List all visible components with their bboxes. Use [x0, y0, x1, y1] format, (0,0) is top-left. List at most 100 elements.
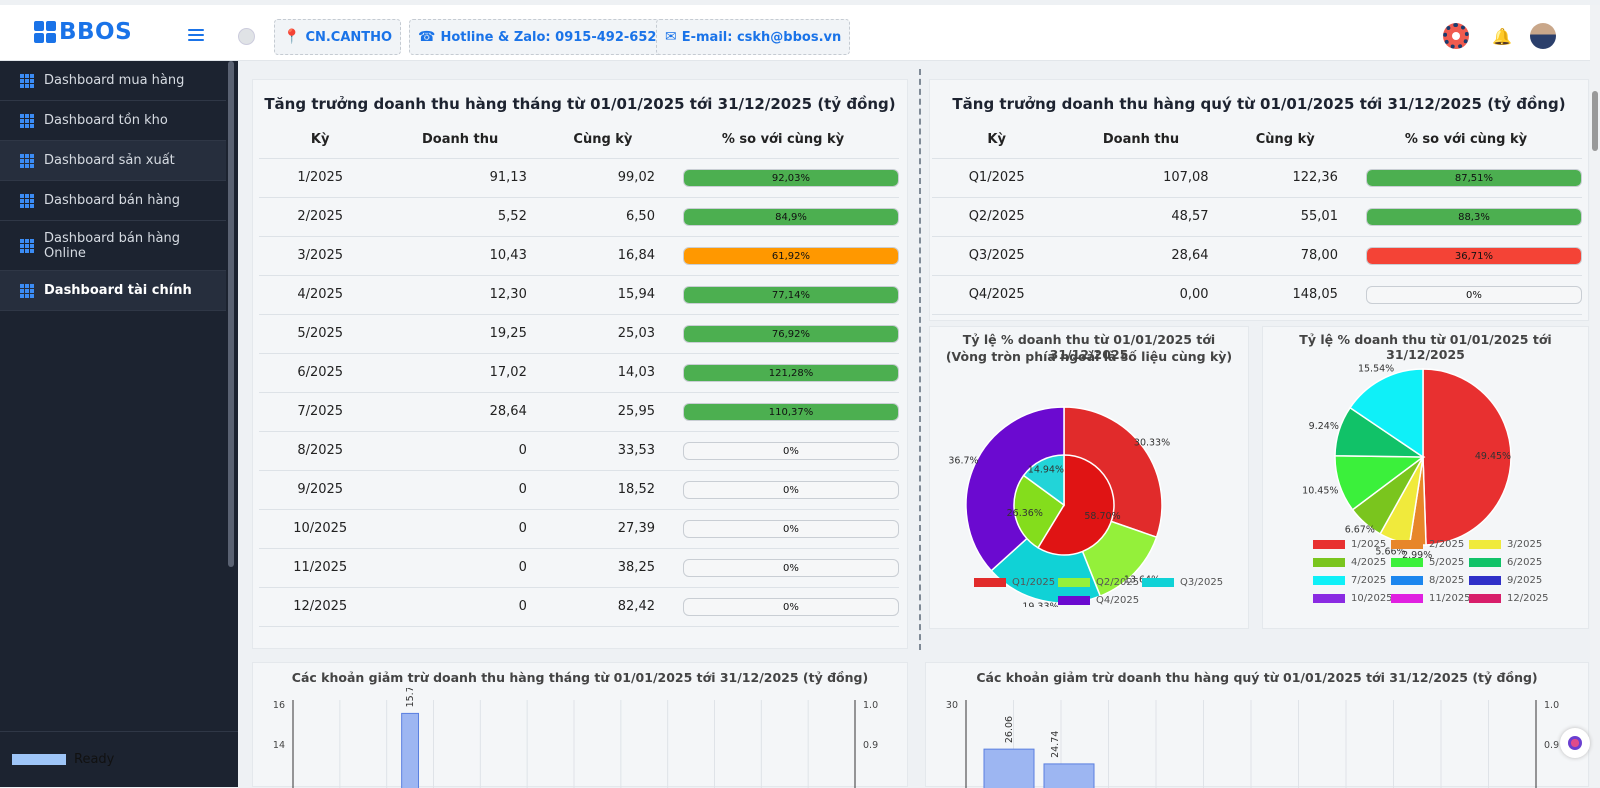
- progress-fill: [683, 286, 898, 303]
- logo-grid-icon: [34, 21, 56, 43]
- hotline-pill[interactable]: ☎ Hotline & Zalo: 0915-492-652: [409, 19, 666, 55]
- cell-period: 5/2025: [259, 314, 382, 354]
- legend-label: 2/2025: [1429, 539, 1465, 550]
- cell-percent: 76,92%: [666, 314, 899, 354]
- bar[interactable]: [401, 712, 420, 788]
- quarterly-table: Kỳ Doanh thu Cùng kỳ % so với cùng kỳ Q1…: [932, 122, 1582, 315]
- table-row: Q2/2025 48,57 55,01 88,3%: [932, 197, 1582, 237]
- col-revenue: Doanh thu: [1061, 122, 1221, 159]
- branch-label: CN.CANTHO: [305, 29, 393, 45]
- bbos-logo[interactable]: BBOS: [34, 19, 132, 45]
- legend-item[interactable]: Q2/2025: [1058, 577, 1139, 588]
- legend-item[interactable]: 12/2025: [1469, 593, 1549, 604]
- cell-revenue: 0: [381, 509, 539, 549]
- cell-prior: 27,39: [538, 509, 667, 549]
- cell-prior: 99,02: [538, 158, 667, 198]
- legend-item[interactable]: 3/2025: [1469, 539, 1542, 550]
- status-indicator: [12, 754, 66, 765]
- cell-prior: 14,03: [538, 353, 667, 393]
- donut-inner-slice[interactable]: [1013, 474, 1065, 549]
- legend-label: 10/2025: [1351, 593, 1393, 604]
- hamburger-menu-icon[interactable]: [188, 29, 204, 44]
- progress-label: 0%: [783, 562, 799, 574]
- bar-value-label: 15.79: [405, 688, 416, 707]
- legend-item[interactable]: 6/2025: [1469, 557, 1542, 568]
- floating-assistant-button[interactable]: [1560, 728, 1590, 758]
- sidebar-item-online-sales[interactable]: Dashboard bán hàng Online: [0, 221, 226, 271]
- legend-item[interactable]: 8/2025: [1391, 575, 1464, 586]
- donut-inner-slice[interactable]: [1022, 454, 1065, 507]
- sidebar-item-purchasing[interactable]: Dashboard mua hàng: [0, 61, 226, 101]
- page-scrollbar[interactable]: [1590, 5, 1600, 787]
- grid-icon: [20, 113, 34, 128]
- y-tick-label-left: 30: [946, 700, 958, 711]
- cell-prior: 82,42: [538, 587, 667, 627]
- sidebar-item-sales[interactable]: Dashboard bán hàng: [0, 181, 226, 221]
- sidebar-item-production[interactable]: Dashboard sản xuất: [0, 141, 226, 181]
- legend-label: 1/2025: [1351, 539, 1387, 550]
- pie-slice[interactable]: [1422, 368, 1512, 546]
- legend-item[interactable]: 2/2025: [1391, 539, 1464, 550]
- legend-item[interactable]: Q1/2025: [974, 577, 1055, 588]
- cell-percent: 87,51%: [1349, 158, 1582, 198]
- table-row: 2/2025 5,52 6,50 84,9%: [259, 197, 899, 237]
- table-row: 1/2025 91,13 99,02 92,03%: [259, 158, 899, 198]
- table-row: 12/2025 0 82,42 0%: [259, 587, 899, 627]
- donut-outer-slice[interactable]: [965, 406, 1065, 572]
- cell-period: 3/2025: [259, 236, 382, 276]
- percent-progress-bar: 61,92%: [682, 246, 899, 265]
- pie-data-label: 9.24%: [1309, 421, 1339, 432]
- cell-percent: 0%: [666, 470, 899, 510]
- pie-data-label: 15.54%: [1358, 364, 1394, 375]
- legend-item[interactable]: 11/2025: [1391, 593, 1471, 604]
- user-avatar[interactable]: [1530, 23, 1556, 49]
- donut-chart-title: Tỷ lệ % doanh thu từ 01/01/2025 tới 31/1…: [962, 332, 1216, 362]
- notification-bell-icon[interactable]: 🔔: [1492, 27, 1512, 46]
- table-row: 3/2025 10,43 16,84 61,92%: [259, 236, 899, 276]
- legend-item[interactable]: 5/2025: [1391, 557, 1464, 568]
- progress-fill: [1366, 208, 1581, 225]
- quarterly-title: Tăng trưởng doanh thu hàng quý từ 01/01/…: [952, 95, 1566, 113]
- bar[interactable]: [1043, 763, 1095, 788]
- legend-item[interactable]: 4/2025: [1313, 557, 1386, 568]
- sidebar-scrollbar[interactable]: [228, 61, 234, 567]
- legend-item[interactable]: 9/2025: [1469, 575, 1542, 586]
- bar[interactable]: [983, 748, 1035, 788]
- cell-percent: 77,14%: [666, 275, 899, 315]
- page-scrollbar-thumb[interactable]: [1592, 91, 1598, 151]
- cell-prior: 122,36: [1220, 158, 1350, 198]
- cell-prior: 78,00: [1220, 236, 1350, 276]
- email-pill[interactable]: ✉ E-mail: cskh@bbos.vn: [656, 19, 851, 55]
- donut-inner-slice[interactable]: [1036, 454, 1115, 556]
- legend-item[interactable]: Q3/2025: [1142, 577, 1223, 588]
- legend-label: 3/2025: [1507, 539, 1543, 550]
- pie-data-label: 49.45%: [1475, 451, 1511, 462]
- legend-swatch: [1469, 594, 1501, 603]
- cell-revenue: 48,57: [1061, 197, 1221, 237]
- cell-percent: 0%: [666, 548, 899, 588]
- status-dot-button[interactable]: [238, 28, 255, 45]
- progress-label: 0%: [783, 601, 799, 613]
- monthly-deduction-title: Các khoản giảm trừ doanh thu hàng tháng …: [291, 670, 869, 685]
- pie-legend: 1/2025 2/2025 3/2025 4/2025 5/2025 6/2025 7/20…: [1263, 327, 1590, 630]
- percent-progress-bar: 0%: [682, 441, 899, 460]
- cell-period: Q3/2025: [932, 236, 1062, 276]
- pie-slice[interactable]: [1349, 368, 1424, 459]
- y-tick-label-right: 0.9: [1544, 740, 1559, 751]
- y-tick-label-left: 16: [273, 700, 285, 711]
- sidebar-item-inventory[interactable]: Dashboard tồn kho: [0, 101, 226, 141]
- pie-data-label: 5.66%: [1375, 547, 1405, 558]
- grid-icon: [20, 153, 34, 168]
- cell-revenue: 28,64: [1061, 236, 1221, 276]
- cell-percent: 0%: [666, 431, 899, 471]
- sidebar-item-finance[interactable]: Dashboard tài chính: [0, 271, 226, 311]
- legend-item[interactable]: 10/2025: [1313, 593, 1393, 604]
- cell-prior: 6,50: [538, 197, 667, 237]
- legend-item[interactable]: Q4/2025: [1058, 595, 1139, 606]
- legend-item[interactable]: 7/2025: [1313, 575, 1386, 586]
- bar-value-label: 24.74: [1050, 731, 1061, 758]
- settings-gear-icon[interactable]: [1443, 23, 1469, 49]
- branch-pill[interactable]: 📍 CN.CANTHO: [274, 19, 402, 55]
- legend-item[interactable]: 1/2025: [1313, 539, 1386, 550]
- table-row: 5/2025 19,25 25,03 76,92%: [259, 314, 899, 354]
